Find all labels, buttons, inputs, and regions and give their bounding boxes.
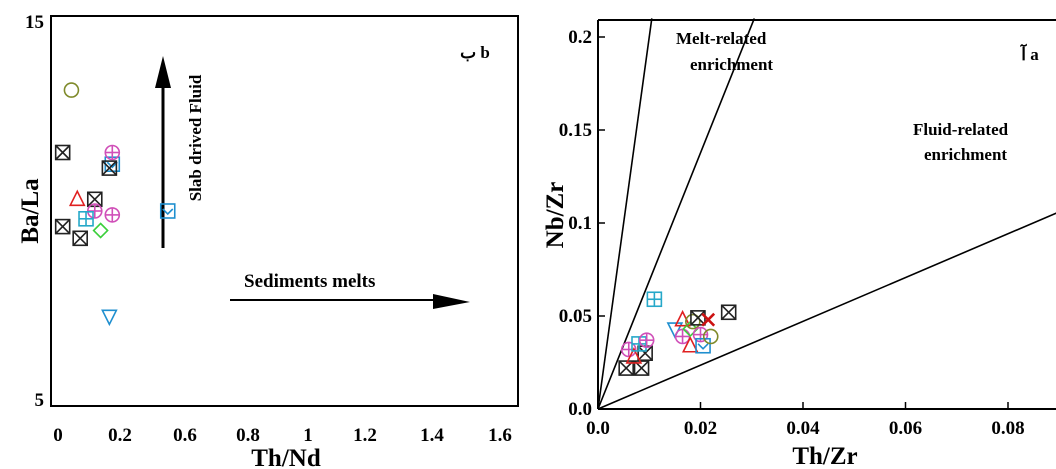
data-point-boxx bbox=[101, 160, 118, 176]
data-point-circleplus bbox=[104, 207, 121, 223]
data-point-boxx bbox=[690, 310, 706, 326]
panel-a-xtick-label: 0.04 bbox=[786, 418, 820, 439]
data-point-triangledown bbox=[101, 309, 118, 327]
fluid-annotation-line2: enrichment bbox=[924, 145, 1007, 164]
data-point-circleplus bbox=[104, 144, 121, 161]
panel-b-xtick-label: 1.2 bbox=[353, 425, 377, 446]
data-point-triangle bbox=[681, 335, 699, 353]
data-point-diamond bbox=[682, 320, 699, 338]
slab-fluid-label: Slab drived Fluid bbox=[186, 74, 205, 201]
data-point-diamond bbox=[92, 222, 109, 239]
panel-a-ylabel: Nb/Zr bbox=[542, 182, 569, 249]
data-point-circleplus bbox=[638, 332, 655, 348]
data-point-boxplus bbox=[78, 211, 94, 227]
panel-a-ticks: 0.0 0.02 0.04 0.06 0.08 0.0 0.05 0.1 0.15 0.2 bbox=[559, 27, 1025, 439]
reference-line bbox=[597, 18, 653, 410]
panel-b-ylabel: Ba/La bbox=[17, 178, 44, 244]
data-point-triangle bbox=[68, 189, 86, 207]
data-point-circle bbox=[702, 328, 719, 345]
panel-a-xtick-label: 0.06 bbox=[889, 418, 922, 439]
data-point-circleplus bbox=[674, 328, 691, 345]
panel-a-ytick-label: 0.0 bbox=[568, 399, 592, 420]
panel-b-xtick-label: 1 bbox=[303, 425, 313, 446]
panel-b-xtick-label: 1.4 bbox=[420, 425, 444, 446]
data-point-boxx bbox=[72, 230, 88, 247]
panel-b-ticks: 0 0.2 0.6 0.8 1 1.2 1.4 1.6 5 15 bbox=[25, 12, 512, 446]
panel-a: 0.0 0.02 0.04 0.06 0.08 0.0 0.05 0.1 0.15 0.2 Th/… bbox=[542, 18, 1056, 469]
data-point-x bbox=[701, 312, 716, 327]
panel-b-xtick-label: 1.6 bbox=[488, 425, 512, 446]
panel-a-ytick-label: 0.15 bbox=[559, 120, 592, 141]
panel-a-ytick-label: 0.1 bbox=[568, 213, 592, 234]
slab-fluid-arrow bbox=[155, 56, 171, 248]
sediments-melts-arrow bbox=[230, 294, 470, 309]
data-point-boxx bbox=[720, 304, 737, 321]
panel-b-xlabel: Th/Nd bbox=[251, 445, 321, 469]
data-point-boxplus bbox=[646, 291, 663, 308]
data-point-box bbox=[159, 203, 176, 219]
data-point-circle bbox=[685, 313, 701, 330]
data-point-boxx bbox=[637, 345, 653, 362]
panel-a-xlabel: Th/Zr bbox=[792, 443, 857, 469]
panel-a-ytick-label: 0.2 bbox=[568, 27, 592, 48]
panel-b-label: ب b bbox=[460, 43, 490, 62]
data-point-boxx bbox=[54, 218, 71, 235]
panel-b-xtick-label: 0.8 bbox=[236, 425, 260, 446]
panel-b-ytick-label: 15 bbox=[25, 12, 44, 33]
data-point-circleplus bbox=[86, 203, 103, 219]
panel-a-ytick-label: 0.05 bbox=[559, 306, 592, 327]
panel-b-frame bbox=[50, 15, 519, 407]
panel-b-ytick-label: 5 bbox=[35, 390, 45, 411]
panel-a-xtick-label: 0.08 bbox=[991, 418, 1024, 439]
panel-a-xtick-label: 0.0 bbox=[586, 418, 610, 439]
panel-a-xtick-label: 0.02 bbox=[684, 418, 717, 439]
data-point-boxx bbox=[54, 144, 71, 161]
panel-a-label: آ a bbox=[1020, 43, 1039, 64]
data-point-triangle bbox=[625, 347, 643, 364]
panel-b-xtick-label: 0 bbox=[53, 425, 63, 446]
data-point-circle bbox=[63, 82, 80, 98]
reference-line bbox=[597, 212, 1056, 410]
panel-a-reference-lines bbox=[597, 18, 1056, 410]
fluid-annotation-line1: Fluid-related bbox=[913, 120, 1009, 139]
melt-annotation-line2: enrichment bbox=[690, 55, 773, 74]
melt-annotation-line1: Melt-related bbox=[676, 29, 767, 48]
panel-a-points bbox=[618, 291, 737, 376]
panel-b-points bbox=[54, 82, 176, 327]
panel-b-xtick-label: 0.6 bbox=[173, 425, 197, 446]
panel-b-xtick-label: 0.2 bbox=[108, 425, 132, 446]
data-point-box bbox=[695, 337, 711, 354]
sediments-melts-label: Sediments melts bbox=[244, 271, 375, 292]
